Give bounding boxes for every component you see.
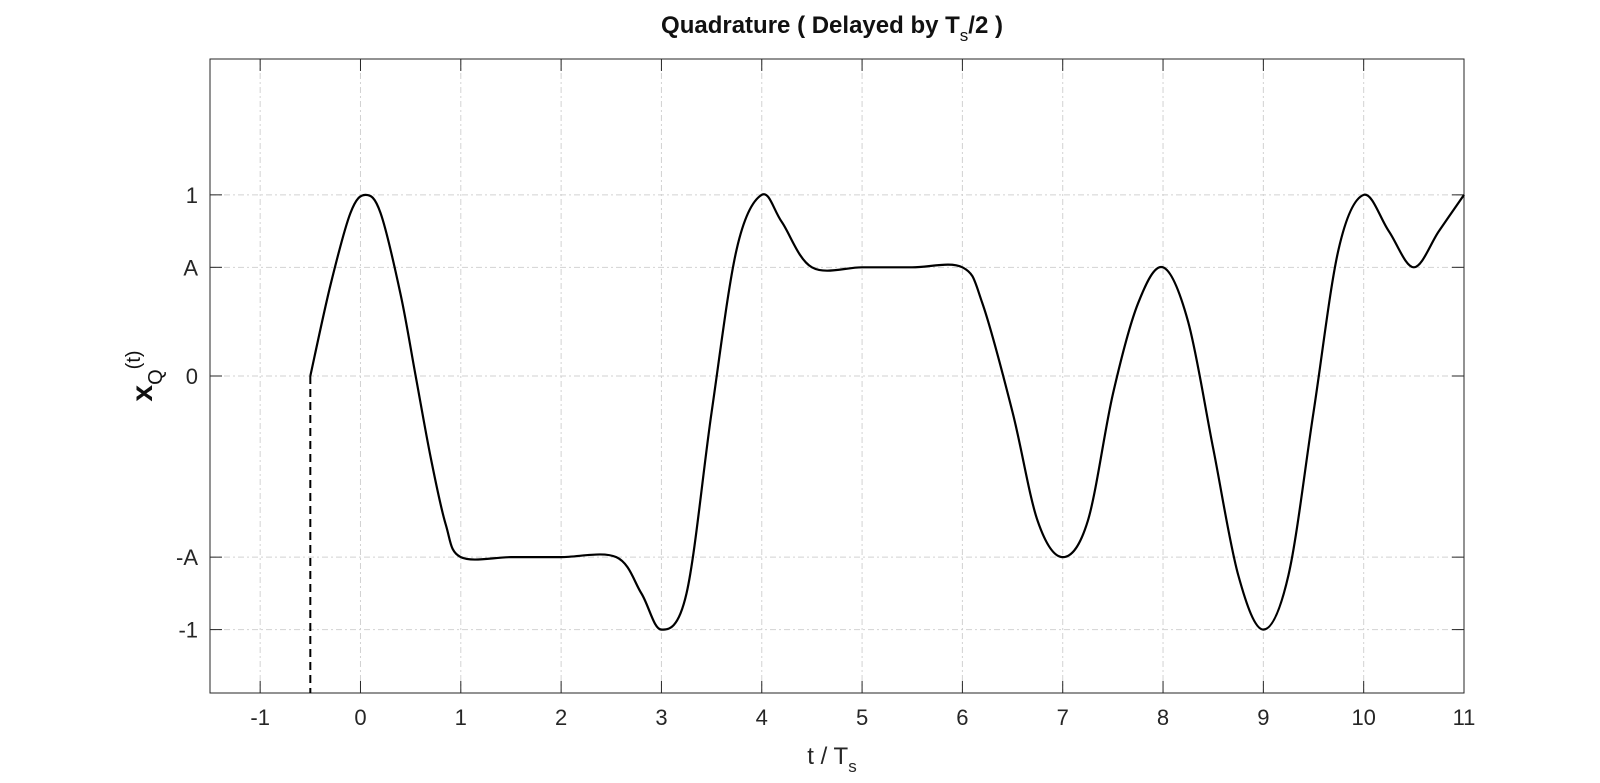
chart-title-subscript: s [960, 26, 969, 45]
series [309, 193, 1465, 693]
x-tick-label-5: 4 [756, 705, 768, 730]
x-tick-label-7: 6 [956, 705, 968, 730]
chart-title-main: Quadrature ( Delayed by T [661, 12, 960, 39]
y-axis-label: xQ(t) [123, 350, 167, 401]
y-axis-label-main: x [126, 385, 159, 402]
x-tick-label-2: 1 [455, 705, 467, 730]
tick-marks [210, 59, 1465, 693]
x-axis-label-main: t / T [807, 743, 848, 770]
x-tick-label-9: 8 [1157, 705, 1169, 730]
grid [210, 59, 1465, 693]
y-tick-labels: 1 A 0 -A -1 [176, 183, 198, 643]
x-tick-label-12: 11 [1453, 705, 1476, 730]
chart-title: Quadrature ( Delayed by Ts/2 ) [661, 12, 1003, 45]
x-tick-label-6: 5 [856, 705, 868, 730]
x-tick-labels: -1 0 1 2 3 4 5 6 7 8 9 10 11 [250, 705, 1475, 730]
chart-title-tail: /2 ) [968, 12, 1003, 39]
x-tick-label-4: 3 [655, 705, 667, 730]
y-tick-label-2: 0 [186, 364, 198, 389]
x-tick-label-8: 7 [1057, 705, 1069, 730]
y-axis-label-tail: (t) [123, 350, 145, 369]
y-tick-label-4: -1 [178, 618, 198, 643]
x-axis-label-subscript: s [848, 757, 857, 776]
x-tick-label-11: 10 [1351, 705, 1375, 730]
y-tick-label-0: 1 [186, 183, 198, 208]
y-tick-label-1: A [183, 255, 198, 280]
x-tick-label-10: 9 [1257, 705, 1269, 730]
y-tick-label-3: -A [176, 545, 198, 570]
x-tick-label-3: 2 [555, 705, 567, 730]
x-tick-label-1: 0 [354, 705, 366, 730]
series-0-line [309, 193, 1465, 631]
x-tick-label-0: -1 [250, 705, 270, 730]
y-axis-label-subscript: Q [145, 369, 167, 385]
x-axis-label: t / Ts [807, 743, 856, 776]
